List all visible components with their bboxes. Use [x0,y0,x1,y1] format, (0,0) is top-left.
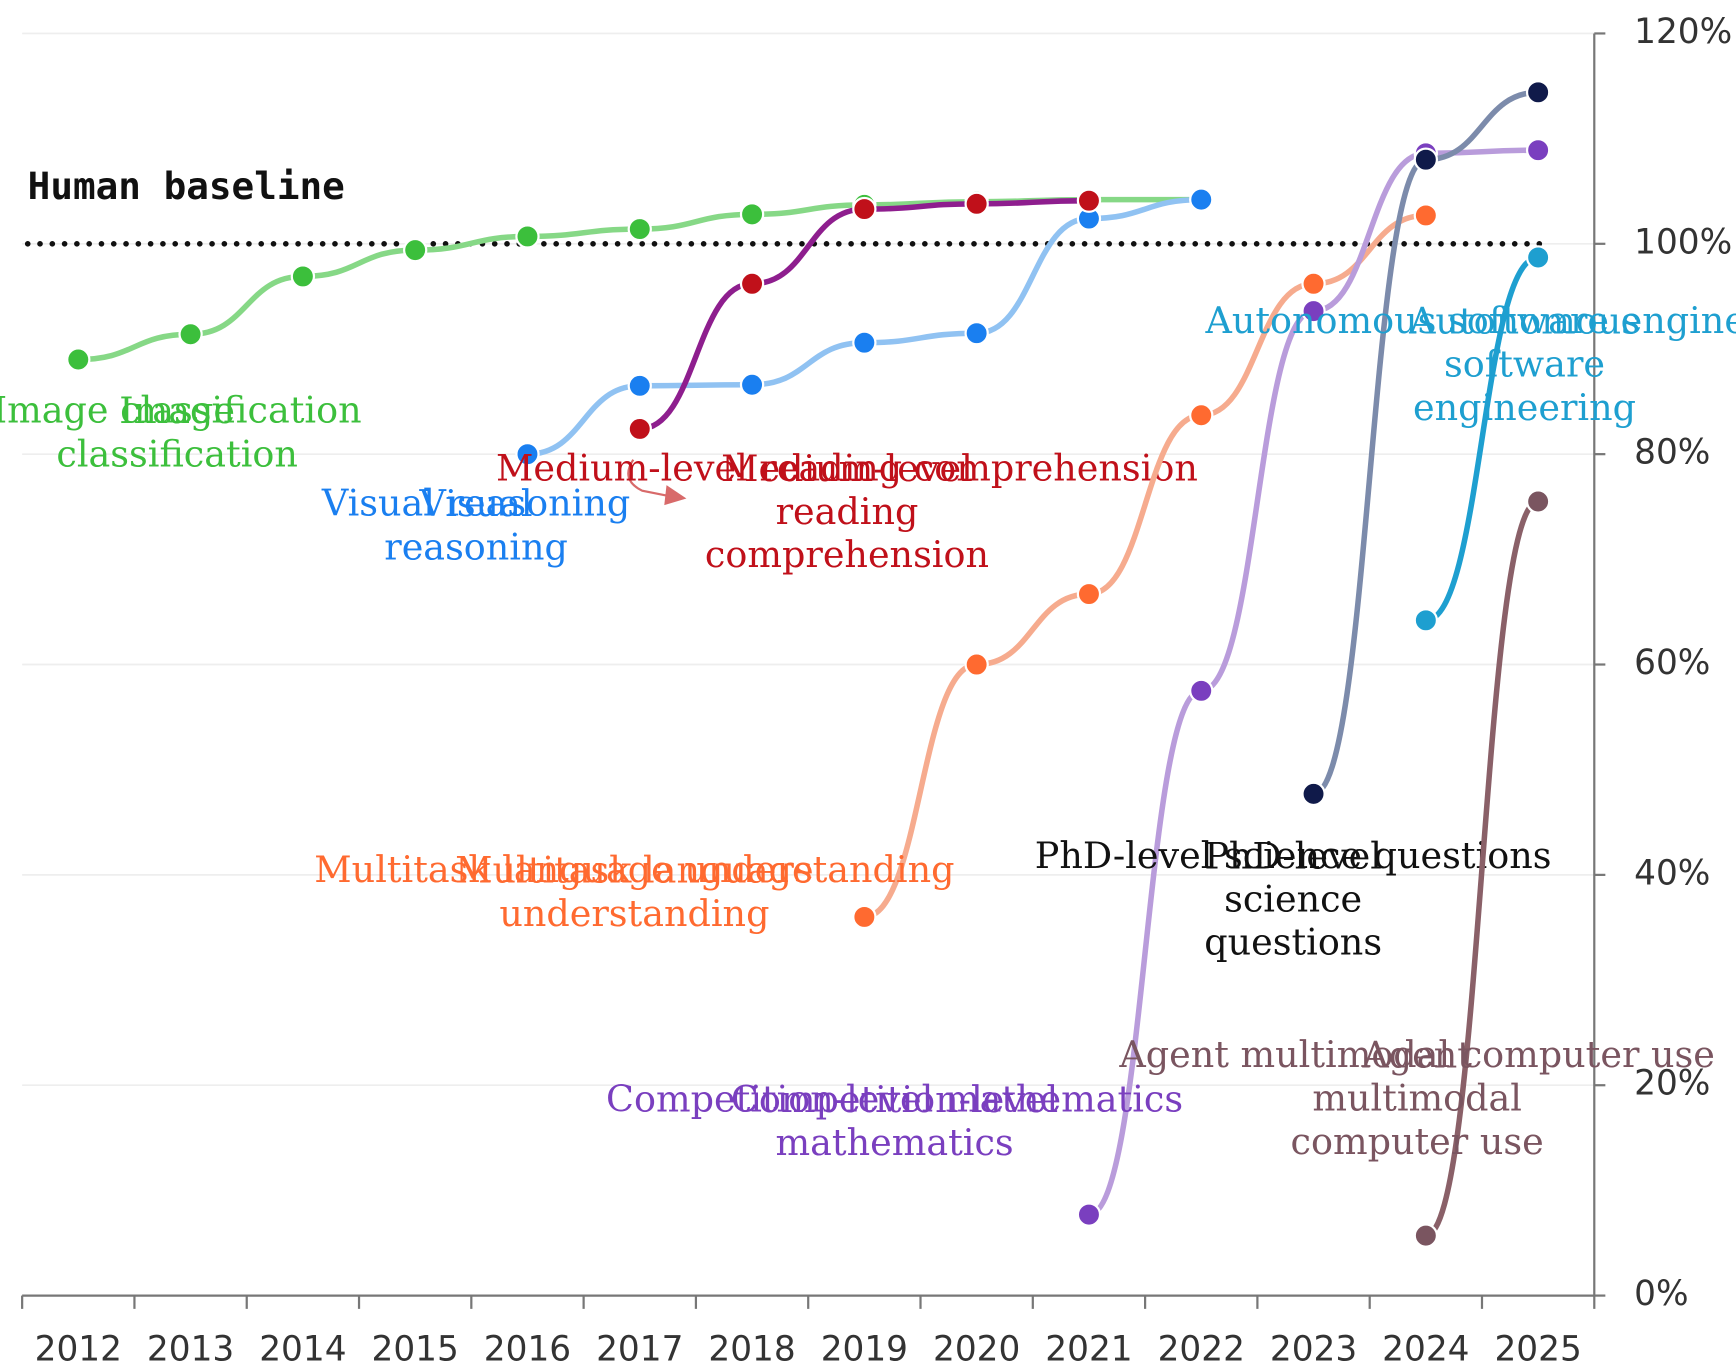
point [1525,489,1551,514]
x-tick-label: 2014 [259,1329,346,1369]
point [852,330,877,355]
series-label: Agent multimodal computer useAgent multim… [1118,1033,1715,1162]
point [1301,271,1326,296]
series-label: Image classificationImage classification [0,389,362,475]
point [1525,138,1551,163]
point [1413,147,1439,172]
x-tick-label: 2023 [1270,1329,1357,1369]
x-tick-label: 2024 [1382,1329,1469,1369]
point [627,373,652,398]
point [1189,678,1214,703]
point [739,202,765,227]
point [852,196,877,222]
y-tick-label: 40% [1634,853,1710,893]
point [1413,1223,1439,1248]
point [515,224,540,249]
point [1413,608,1439,633]
point [1189,403,1214,428]
point [1413,203,1439,228]
point [515,441,540,467]
x-tick-label: 2018 [708,1329,795,1369]
y-tick-label: 20% [1634,1064,1710,1104]
y-tick-label: 0% [1634,1274,1688,1314]
point [964,191,989,217]
series-label: Competition-level mathematicsCompetition… [606,1077,1183,1163]
point [627,416,652,442]
y-tick-label: 120% [1634,12,1732,52]
x-tick-label: 2012 [35,1329,122,1369]
point [290,264,316,289]
point [1189,187,1214,212]
x-tick-label: 2019 [821,1329,908,1369]
point [1076,581,1102,607]
point [852,904,877,930]
point [66,347,91,372]
y-tick-label: 60% [1634,643,1710,683]
series-line [1423,498,1541,1239]
x-tick-label: 2025 [1494,1329,1581,1369]
point [1076,1202,1102,1227]
series-label: Visual reasoningVisual reasoning [321,482,630,568]
x-tick-label: 2022 [1158,1329,1245,1369]
series-line [524,196,1205,457]
point [964,652,989,677]
series-line [1423,254,1541,624]
x-tick-label: 2013 [147,1329,234,1369]
x-tick-label: 2017 [596,1329,683,1369]
point [627,216,652,242]
point [739,372,765,397]
point [1301,781,1326,807]
x-tick-label: 2016 [484,1329,571,1369]
x-tick-label: 2020 [933,1329,1020,1369]
point [403,237,428,263]
point [1525,80,1551,105]
x-tick-label: 2015 [372,1329,459,1369]
pointer-arrow-head [664,485,687,506]
x-tick-label: 2021 [1045,1329,1132,1369]
point [1301,298,1326,324]
series-line [1310,89,1541,797]
point [1076,188,1102,213]
point [178,322,203,347]
y-tick-label: 80% [1634,433,1710,473]
y-tick-label: 100% [1634,222,1732,262]
series-line [637,197,1092,432]
point [1525,245,1551,270]
pointer-arrow [627,459,676,499]
point [964,321,989,346]
point [739,271,765,296]
baseline-label: Human baseline [28,164,345,208]
